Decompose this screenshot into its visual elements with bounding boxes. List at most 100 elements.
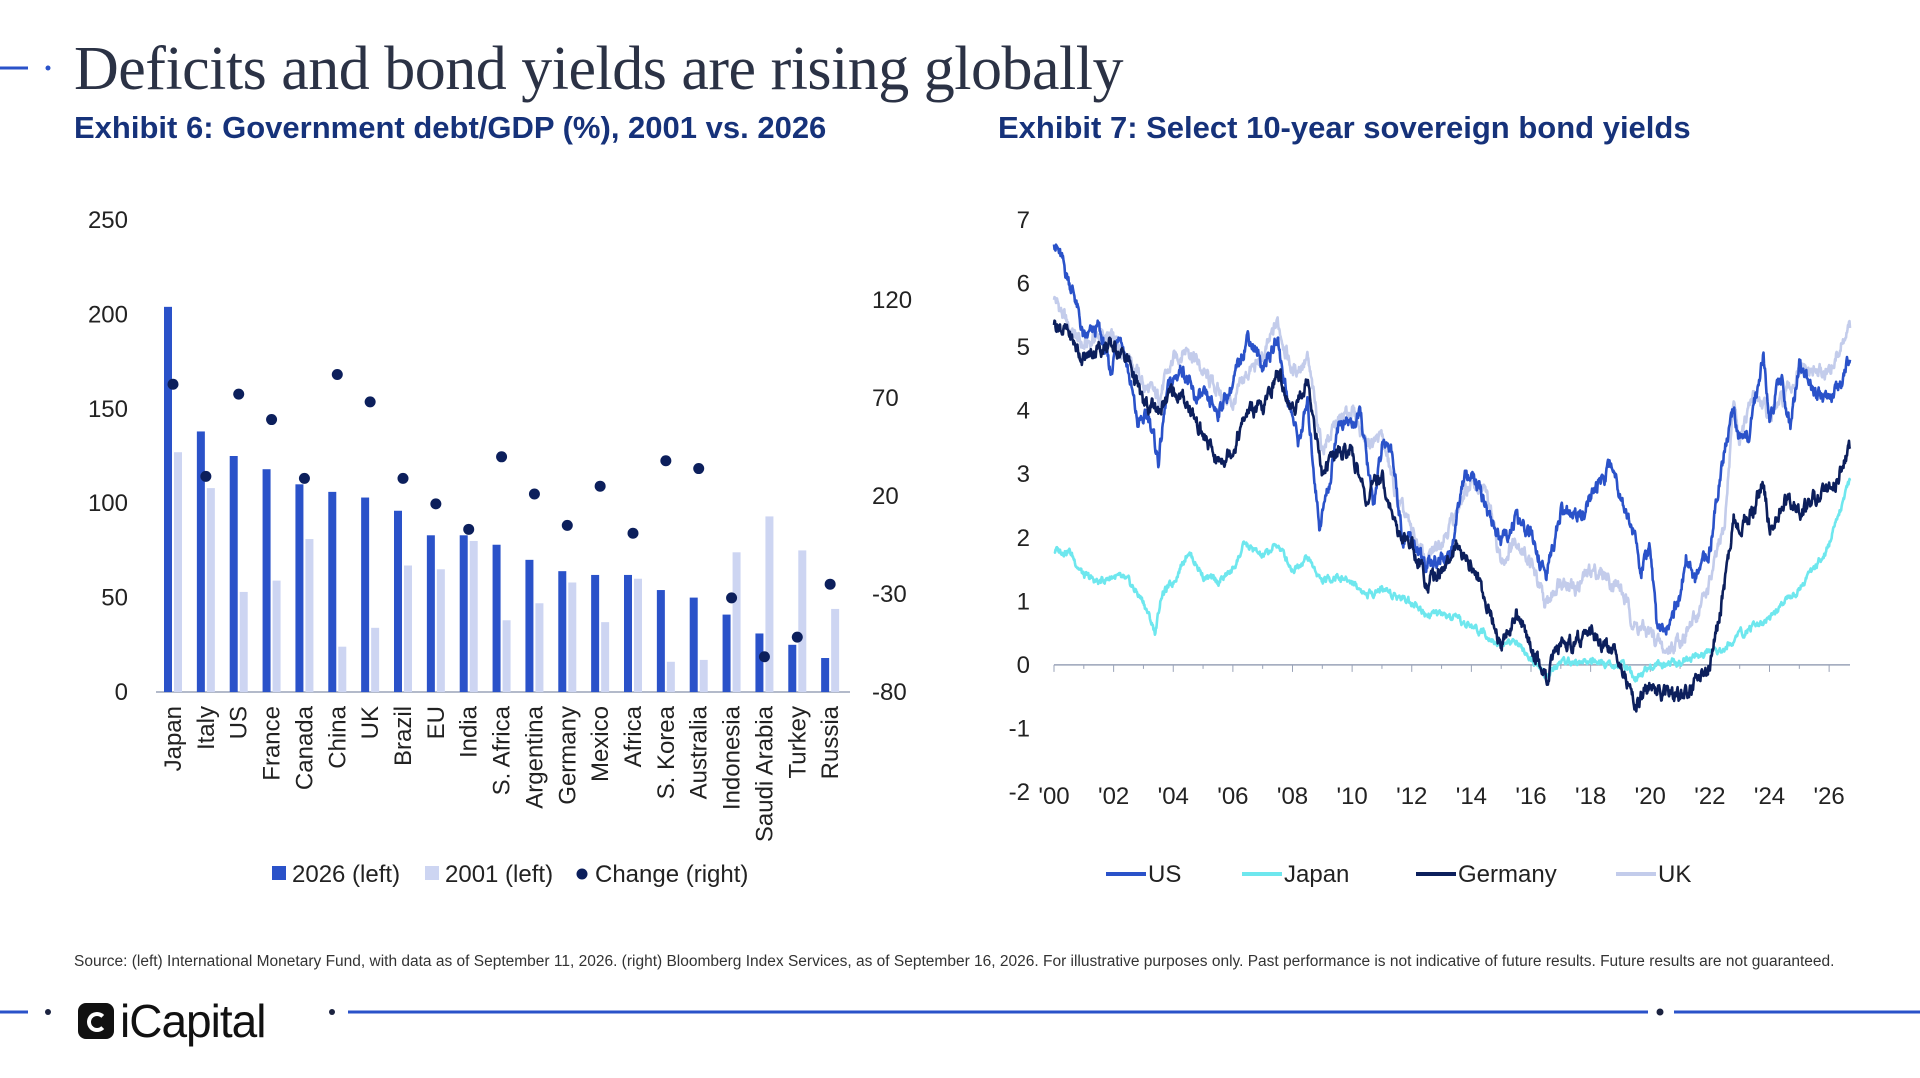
change-dot [298,472,310,484]
bar-2001 [272,580,281,692]
series-line-germany [1052,319,1852,713]
y-axis-tick-label: 6 [1017,271,1030,298]
category-label: Africa [620,705,647,767]
series-line-japan [1053,477,1852,683]
change-dot [791,631,803,643]
icapital-logo: iCapital [78,994,266,1048]
icapital-logo-icon [78,1003,114,1039]
left-axis-tick-label: 100 [88,490,128,517]
bar-2026 [164,306,172,692]
x-axis-tick-label: '00 [1038,783,1069,810]
category-label: France [259,706,286,781]
legend-label: Change (right) [595,861,748,888]
legend-swatch [425,866,439,880]
bar-2026 [394,510,402,692]
bar-2001 [206,488,215,692]
x-axis-tick-label: '24 [1754,783,1785,810]
category-label: Turkey [784,706,811,778]
bar-2001 [666,661,675,692]
y-axis-tick-label: 2 [1017,525,1030,552]
change-dot [463,523,475,535]
category-label: Italy [193,706,220,750]
bar-2026 [591,574,600,692]
change-dot [561,519,573,531]
y-axis-tick-label: 5 [1017,334,1030,361]
change-dot [528,488,540,500]
bar-2001 [371,627,380,692]
change-dot [266,414,278,426]
y-axis-tick-label: 1 [1017,588,1030,615]
legend-label: Germany [1458,861,1557,888]
change-dot [824,578,836,590]
category-label: UK [357,706,384,739]
y-axis-tick-label: 3 [1017,461,1030,488]
change-dot [364,396,376,408]
x-axis-tick-label: '20 [1635,783,1666,810]
change-dot [496,451,508,463]
category-label: Argentina [521,705,548,808]
exhibit-7-title: Exhibit 7: Select 10-year sovereign bond… [998,110,1691,145]
bar-2026 [492,544,501,692]
bar-2001 [634,578,642,692]
right-axis-tick-label: 20 [872,483,899,510]
bar-2001 [601,622,610,692]
legend-swatch-change [576,868,588,880]
left-axis-tick-label: 250 [88,207,128,234]
left-axis-tick-label: 0 [115,679,128,706]
bar-2026 [624,574,632,692]
logo-text: iCapital [120,995,266,1047]
category-label: S. Korea [653,705,680,799]
bar-2026 [821,658,830,692]
bar-2026 [558,571,567,692]
change-dot [331,368,343,380]
right-axis-tick-label: -30 [872,581,907,608]
bar-2001 [174,452,182,692]
legend-label: Japan [1284,861,1349,888]
y-axis-tick-label: 4 [1017,398,1030,425]
bar-2026 [196,431,205,692]
bar-2001 [765,516,774,692]
source-note: Source: (left) International Monetary Fu… [74,953,1835,970]
change-dot [693,463,705,475]
page-title: Deficits and bond yields are rising glob… [74,35,1123,103]
legend-label: US [1148,861,1181,888]
x-axis-tick-label: '18 [1575,783,1606,810]
bar-2026 [788,644,797,692]
bar-2001 [535,603,544,692]
legend-label: 2001 (left) [445,861,553,888]
left-axis-tick-label: 200 [88,301,128,328]
category-label: India [456,705,483,758]
change-dot [758,651,770,663]
bar-2001 [732,552,741,692]
bar-2026 [295,484,304,692]
bar-2026 [525,559,534,692]
change-dot [167,378,179,390]
change-dot [397,472,409,484]
category-label: Canada [291,705,318,790]
change-dot [200,470,212,482]
change-dot [233,388,245,400]
legend-swatch [272,866,286,880]
category-label: S. Africa [489,705,516,795]
category-label: EU [423,706,450,739]
footer-rule [0,1008,1920,1016]
bar-2001 [699,659,708,692]
bar-2001 [502,620,511,692]
bar-2026 [689,597,698,692]
right-axis-tick-label: 70 [872,385,899,412]
series-line-uk [1052,295,1852,655]
legend-label: UK [1658,861,1691,888]
bar-2001 [831,608,840,692]
left-axis-tick-label: 150 [88,396,128,423]
x-axis-tick-label: '02 [1098,783,1129,810]
change-dot [660,455,672,467]
y-axis-tick-label: 7 [1017,207,1030,234]
debt-gdp-bar-chart: 0 50 100 150 200 250 -80 -30 20 70 120 Japan Italy US… [88,207,912,888]
change-dot [594,480,606,492]
x-axis-tick-label: '12 [1396,783,1427,810]
right-axis-tick-label: 120 [872,287,912,314]
bar-2026 [361,497,370,692]
category-label: China [324,705,351,768]
legend-label: 2026 (left) [292,861,400,888]
category-label: Indonesia [719,705,746,810]
